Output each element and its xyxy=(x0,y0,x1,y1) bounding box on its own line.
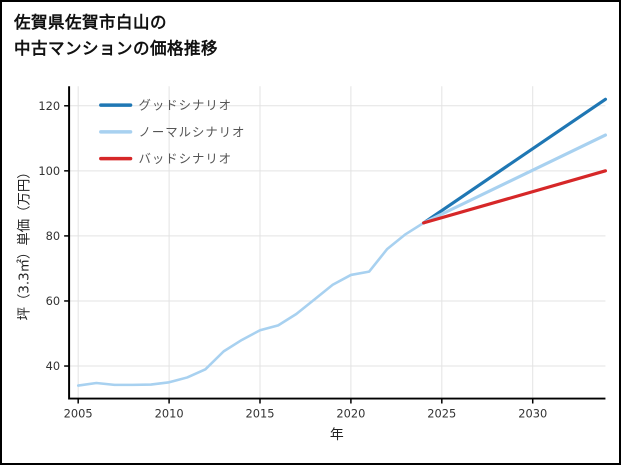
legend-label: バッドシナリオ xyxy=(138,151,232,166)
y-tick-label: 80 xyxy=(46,229,61,243)
axis-spine xyxy=(68,86,606,400)
x-tick-label: 2010 xyxy=(155,406,184,420)
series-layer xyxy=(76,97,608,387)
y-tick-label: 100 xyxy=(38,164,60,178)
y-axis-label: 坪（3.3㎡）単価（万円） xyxy=(16,165,32,320)
x-axis-label: 年 xyxy=(330,427,344,443)
x-tick-label: 2005 xyxy=(64,406,93,420)
chart-title: 佐賀県佐賀市白山の 中古マンションの価格推移 xyxy=(14,10,218,61)
series-line-normal xyxy=(422,133,608,225)
y-tick-label: 60 xyxy=(46,294,61,308)
legend-label: グッドシナリオ xyxy=(138,98,232,113)
legend-label: ノーマルシナリオ xyxy=(138,124,245,139)
y-tick-label: 40 xyxy=(46,359,61,373)
grid-layer xyxy=(69,86,606,399)
chart-title-line-1: 佐賀県佐賀市白山の xyxy=(14,13,167,32)
series-line-good xyxy=(422,97,608,225)
x-tick-label: 2030 xyxy=(518,406,547,420)
axis-layer: 2005 2010 2015 2020 2025 2030 40 60 80 100 120 xyxy=(38,86,606,420)
x-tick-label: 2020 xyxy=(336,406,365,420)
series-line-bad xyxy=(422,169,608,225)
y-tick-label: 120 xyxy=(38,99,60,113)
x-tick-label: 2015 xyxy=(245,406,274,420)
chart-title-line-2: 中古マンションの価格推移 xyxy=(14,38,218,58)
series-line-historical xyxy=(76,221,425,387)
x-tick-label: 2025 xyxy=(427,406,456,420)
